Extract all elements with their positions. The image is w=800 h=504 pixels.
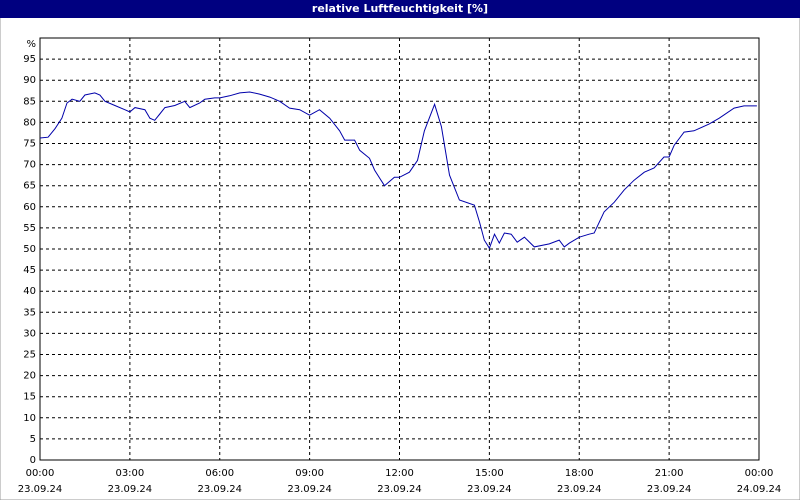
- x-tick-label: 18:00: [565, 468, 594, 479]
- x-tick-date: 23.09.24: [197, 484, 242, 495]
- y-tick-label: 15: [23, 392, 36, 403]
- y-tick-label: 0: [30, 455, 36, 466]
- x-tick-date: 23.09.24: [108, 484, 153, 495]
- y-tick-label: 75: [23, 139, 36, 150]
- x-tick-label: 09:00: [295, 468, 324, 479]
- y-tick-label: 60: [23, 202, 36, 213]
- x-tick-label: 15:00: [475, 468, 504, 479]
- y-tick-label: 35: [23, 307, 36, 318]
- x-tick-label: 06:00: [205, 468, 234, 479]
- y-tick-label: 50: [23, 244, 36, 255]
- y-tick-label: 70: [23, 160, 36, 171]
- x-tick-date: 23.09.24: [18, 484, 63, 495]
- x-tick-date: 24.09.24: [737, 484, 782, 495]
- chart-title: relative Luftfeuchtigkeit [%]: [312, 2, 488, 15]
- y-tick-label: 25: [23, 350, 36, 361]
- x-tick-label: 00:00: [745, 468, 774, 479]
- y-tick-label: 5: [30, 434, 36, 445]
- x-tick-date: 23.09.24: [557, 484, 602, 495]
- y-tick-label: 40: [23, 286, 36, 297]
- y-tick-label: 90: [23, 75, 36, 86]
- y-tick-label: 20: [23, 371, 36, 382]
- y-tick-label: 10: [23, 413, 36, 424]
- title-bar: [0, 0, 800, 18]
- y-tick-label: 80: [23, 117, 36, 128]
- y-tick-label: 95: [23, 54, 36, 65]
- x-tick-label: 21:00: [655, 468, 684, 479]
- x-tick-date: 23.09.24: [377, 484, 422, 495]
- y-tick-label: 55: [23, 223, 36, 234]
- x-tick-date: 23.09.24: [647, 484, 692, 495]
- x-tick-label: 00:00: [26, 468, 55, 479]
- plot-border: [39, 37, 760, 461]
- y-axis-label: %: [26, 39, 36, 50]
- y-tick-label: 85: [23, 96, 36, 107]
- x-tick-date: 23.09.24: [287, 484, 332, 495]
- y-tick-label: 30: [23, 328, 36, 339]
- x-tick-date: 23.09.24: [467, 484, 512, 495]
- data-line: [39, 91, 757, 250]
- y-tick-label: 65: [23, 181, 36, 192]
- x-tick-label: 03:00: [115, 468, 144, 479]
- x-tick-label: 12:00: [385, 468, 414, 479]
- y-tick-label: 45: [23, 265, 36, 276]
